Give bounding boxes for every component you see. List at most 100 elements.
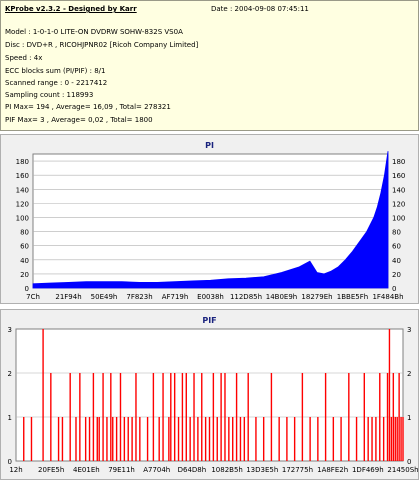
pif-bar [392, 373, 395, 461]
y-tick-label-left: 100 [16, 214, 29, 222]
pif-bar [278, 417, 280, 461]
pif-bar [92, 373, 95, 461]
pif-bar [168, 417, 170, 461]
pif-bar [212, 373, 215, 461]
pif-bar [317, 417, 319, 461]
pif-bar [309, 417, 311, 461]
scan-date: Date : 2004-09-08 07:45:11 [211, 5, 309, 13]
y-tick-label-right: 2 [407, 370, 411, 378]
pif-bar [379, 373, 381, 461]
x-tick-label: AF719h [162, 293, 189, 301]
info-ecc: ECC blocks sum (PI/PIF) : 8/1 [5, 67, 106, 75]
pif-bar [232, 417, 234, 461]
pi-chart-panel: PI 0 0 20 20 40 40 60 60 80 80 100 100 120 120 140 140 1… [0, 134, 419, 304]
y-tick-label-right: 0 [392, 285, 396, 293]
y-tick-label-left: 0 [25, 285, 29, 293]
y-tick-label-right: 100 [392, 214, 405, 222]
pif-bar [228, 417, 230, 461]
pif-bar [110, 373, 112, 461]
y-tick-label-left: 120 [16, 200, 29, 208]
pif-bar [50, 373, 52, 461]
pif-bar [135, 373, 137, 461]
x-tick-label: 112D85h [230, 293, 262, 301]
info-model: Model : 1-0-1-0 LITE-ON DVDRW SOHW-832S … [5, 28, 183, 36]
info-range: Scanned range : 0 - 2217412 [5, 79, 108, 87]
pif-bar [243, 417, 246, 461]
pif-bar [173, 373, 176, 461]
y-tick-label-left: 0 [8, 458, 12, 466]
pif-bar [30, 417, 33, 461]
app-title: KProbe v2.3.2 - Designed by Karr [5, 5, 137, 13]
y-tick-label-left: 2 [8, 370, 12, 378]
info-pi: PI Max= 194 , Average= 16,09 , Total= 27… [5, 103, 171, 111]
x-tick-label: A7704h [143, 466, 170, 474]
x-tick-label: 21F94h [55, 293, 81, 301]
pif-bar [23, 417, 25, 461]
pif-bar [390, 417, 393, 461]
pif-bar [355, 417, 358, 461]
pif-bar [332, 417, 335, 461]
pif-bar [42, 329, 44, 461]
info-panel: KProbe v2.3.2 - Designed by Karr Date : … [0, 0, 419, 131]
pif-bar [239, 417, 242, 461]
pif-bar [112, 417, 114, 461]
x-tick-label: 20FE5h [38, 466, 64, 474]
pif-chart: 0 0 1 1 2 2 3 3 12h 20FE5h 4E01Eh 79E11h A7704h D64D8… [8, 326, 418, 474]
pif-bar [224, 373, 226, 461]
pif-bar [162, 373, 164, 461]
pif-bar [255, 417, 257, 461]
pif-bar [146, 417, 149, 461]
x-tick-label: 50E49h [91, 293, 118, 301]
info-sampling: Sampling count : 118993 [5, 91, 94, 99]
x-tick-label: 7Ch [26, 293, 40, 301]
x-tick-label: 12h [9, 466, 22, 474]
y-tick-label-left: 40 [20, 257, 29, 265]
x-tick-label: 172775h [282, 466, 313, 474]
pif-bar [189, 417, 191, 461]
pif-bar [235, 373, 238, 461]
x-tick-label: 1DF469h [352, 466, 384, 474]
pi-area-series [32, 151, 389, 289]
y-tick-label-right: 160 [392, 172, 405, 180]
y-tick-label-left: 80 [20, 229, 29, 237]
x-tick-label: 13D3E5h [246, 466, 278, 474]
pif-bar [396, 417, 398, 461]
plot-area [32, 153, 389, 289]
y-tick-label-right: 3 [407, 326, 411, 334]
pif-bar [363, 373, 365, 461]
y-tick-label-right: 120 [392, 200, 405, 208]
pif-bar [185, 373, 187, 461]
x-tick-label: 14B0E9h [266, 293, 297, 301]
x-tick-label: D64D8h [178, 466, 207, 474]
pif-bar [402, 417, 404, 461]
y-tick-label-right: 20 [392, 271, 401, 279]
pi-chart-title: PI [205, 141, 214, 150]
x-tick-label: 1F484Bh [372, 293, 403, 301]
pif-bar [367, 417, 369, 461]
pif-bar [181, 373, 184, 461]
pif-bar [197, 417, 199, 461]
pif-bar [96, 417, 98, 461]
pif-bar [208, 417, 211, 461]
pif-bar [286, 417, 288, 461]
y-tick-label-left: 20 [20, 271, 29, 279]
pif-bar [301, 373, 304, 461]
pif-chart-title: PIF [202, 316, 217, 325]
pif-bar [262, 417, 265, 461]
x-tick-label: 18279Eh [301, 293, 332, 301]
pif-bar [75, 417, 77, 461]
x-tick-label: 1A8FE2h [317, 466, 348, 474]
pif-bar [98, 417, 100, 461]
pif-bar [324, 373, 327, 461]
y-tick-label-right: 80 [392, 229, 401, 237]
pif-bar [106, 417, 108, 461]
y-tick-label-right: 0 [407, 458, 411, 466]
pif-chart-panel: PIF 0 0 1 1 2 2 3 3 12h 20FE5h 4E01Eh 79E11h A7704h D… [0, 309, 419, 480]
y-tick-label-left: 160 [16, 172, 29, 180]
pif-bar [102, 373, 104, 461]
pif-bar [131, 417, 133, 461]
pif-bar [79, 373, 81, 461]
pif-bar [270, 373, 273, 461]
pif-bar [119, 373, 122, 461]
pif-bar [115, 417, 118, 461]
